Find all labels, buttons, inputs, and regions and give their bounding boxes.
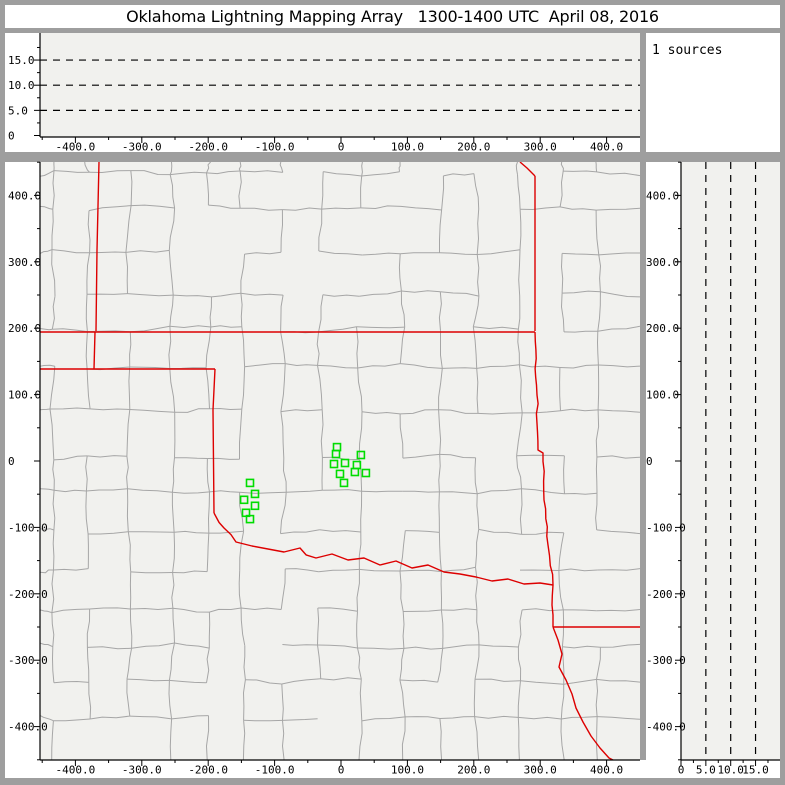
county-boundaries: [40, 162, 640, 760]
tick-label: -300.0: [646, 654, 686, 667]
tick-label: -100.0: [255, 141, 295, 154]
station-marker: [250, 501, 260, 511]
tick-label: 0: [8, 455, 15, 468]
window-title: Oklahoma Lightning Mapping Array 1300-14…: [126, 7, 659, 26]
sources-count-label: 1 sources: [652, 43, 723, 58]
tick-label: 200.0: [457, 764, 490, 777]
tick-label: -400.0: [646, 721, 686, 734]
tick-label: 0: [338, 141, 345, 154]
tick-label: 200.0: [457, 141, 490, 154]
tick-label: 300.0: [646, 256, 679, 269]
tick-label: 100.0: [8, 389, 41, 402]
alt-ew-axes: 0 5.0 10.0 15.0 -400.0 -300.0 -200.0 -100.0 0 100…: [8, 33, 640, 154]
tick-label: -100.0: [8, 521, 48, 534]
tick-label: 300.0: [8, 256, 41, 269]
alt-ns-axes: -400.0 -300.0 -200.0 -100.0 0 100.0 200.0 300.0…: [646, 161, 780, 777]
title-bar: Oklahoma Lightning Mapping Array 1300-14…: [5, 5, 780, 28]
tick-label: 200.0: [646, 322, 679, 335]
tick-label: 100.0: [391, 141, 424, 154]
panel-divider: [640, 162, 646, 760]
tick-label: -400.0: [56, 764, 96, 777]
tick-label: -400.0: [8, 721, 48, 734]
tick-label: 300.0: [524, 764, 557, 777]
tick-label: 10.0: [8, 79, 35, 92]
map-plot-area[interactable]: [40, 162, 640, 760]
tick-label: -300.0: [122, 141, 162, 154]
tick-label: -200.0: [188, 764, 228, 777]
tick-label: 5.0: [696, 764, 716, 777]
tick-label: 10.0: [717, 764, 744, 777]
station-marker: [239, 495, 249, 505]
tick-label: 15.0: [8, 54, 35, 67]
station-marker: [329, 459, 339, 469]
lma-station-markers: [239, 442, 371, 524]
station-marker: [331, 449, 341, 459]
tick-label: 0: [338, 764, 345, 777]
station-marker: [335, 469, 345, 479]
tick-label: 400.0: [590, 141, 623, 154]
station-marker: [350, 467, 360, 477]
tick-label: 100.0: [646, 389, 679, 402]
state-borders: [40, 162, 640, 760]
station-marker: [250, 489, 260, 499]
tick-label: 100.0: [391, 764, 424, 777]
sources-panel: 1 sources: [646, 33, 780, 152]
station-marker: [245, 514, 255, 524]
station-marker: [361, 468, 371, 478]
tick-label: 400.0: [8, 189, 41, 202]
tick-label: 5.0: [8, 104, 28, 117]
tick-label: 15.0: [742, 764, 769, 777]
tick-label: 0: [646, 455, 653, 468]
station-marker: [339, 478, 349, 488]
tick-label: -200.0: [646, 588, 686, 601]
tick-label: -200.0: [188, 141, 228, 154]
tick-label: -400.0: [56, 141, 96, 154]
tick-label: -300.0: [122, 764, 162, 777]
tick-label: 400.0: [646, 189, 679, 202]
tick-label: 0: [678, 764, 685, 777]
tick-label: 300.0: [524, 141, 557, 154]
station-marker: [245, 478, 255, 488]
tick-label: -300.0: [8, 654, 48, 667]
tick-label: -200.0: [8, 588, 48, 601]
tick-label: 400.0: [590, 764, 623, 777]
tick-label: -100.0: [646, 521, 686, 534]
station-marker: [356, 450, 366, 460]
tick-label: 0: [8, 130, 15, 143]
station-marker: [340, 458, 350, 468]
tick-label: 200.0: [8, 322, 41, 335]
map-axes: -400.0 -300.0 -200.0 -100.0 0 100.0 200.0 300.0…: [8, 161, 640, 777]
tick-label: -100.0: [255, 764, 295, 777]
